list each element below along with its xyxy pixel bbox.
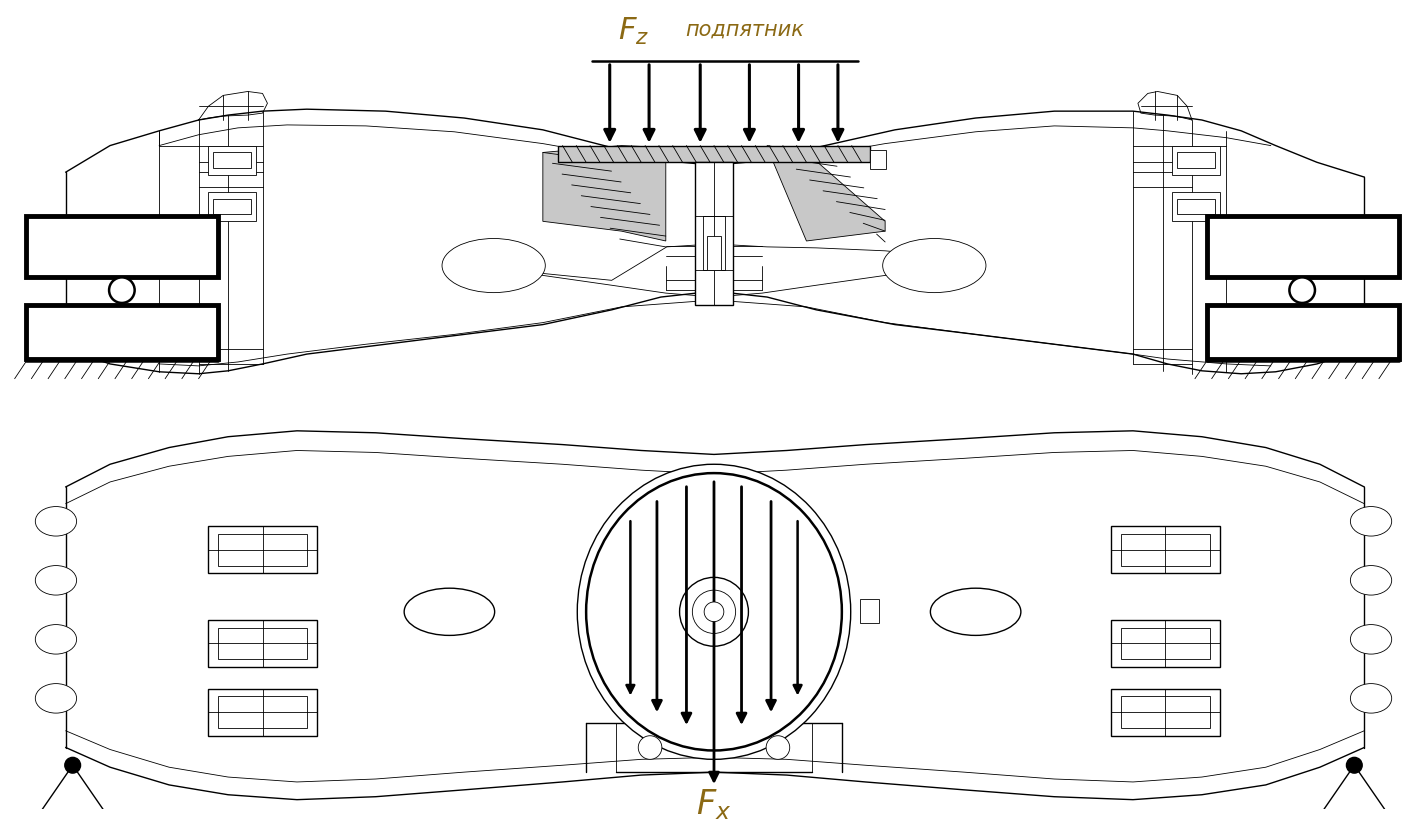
Bar bbox=[1112, 526, 1220, 574]
Bar bbox=[218, 627, 307, 659]
Bar bbox=[859, 599, 879, 623]
Ellipse shape bbox=[442, 239, 545, 293]
Circle shape bbox=[692, 590, 736, 634]
Bar bbox=[1177, 152, 1214, 168]
Ellipse shape bbox=[1350, 565, 1391, 595]
Circle shape bbox=[1347, 757, 1363, 773]
Circle shape bbox=[638, 736, 662, 760]
Bar bbox=[208, 620, 317, 667]
Circle shape bbox=[108, 277, 134, 303]
Ellipse shape bbox=[1350, 506, 1391, 536]
Bar bbox=[1207, 305, 1398, 359]
Ellipse shape bbox=[1350, 684, 1391, 713]
Bar bbox=[1122, 534, 1210, 565]
Bar bbox=[214, 152, 251, 168]
Bar bbox=[208, 192, 255, 221]
Ellipse shape bbox=[36, 506, 77, 536]
Circle shape bbox=[64, 757, 80, 773]
Bar bbox=[870, 150, 886, 170]
Bar bbox=[214, 198, 251, 215]
Circle shape bbox=[1290, 277, 1314, 303]
Bar bbox=[27, 305, 218, 359]
Bar bbox=[1173, 146, 1220, 175]
Ellipse shape bbox=[36, 625, 77, 654]
Bar bbox=[695, 162, 732, 305]
Text: $F_x$: $F_x$ bbox=[696, 788, 732, 822]
Bar bbox=[1112, 620, 1220, 667]
Bar bbox=[1122, 696, 1210, 728]
Ellipse shape bbox=[36, 684, 77, 713]
Bar bbox=[218, 696, 307, 728]
Bar bbox=[208, 526, 317, 574]
Bar bbox=[1173, 192, 1220, 221]
Text: подпятник: подпятник bbox=[685, 20, 803, 40]
Ellipse shape bbox=[1350, 625, 1391, 654]
Polygon shape bbox=[66, 109, 1364, 374]
Ellipse shape bbox=[578, 464, 850, 760]
Bar bbox=[27, 216, 218, 277]
Ellipse shape bbox=[586, 473, 842, 751]
Circle shape bbox=[679, 578, 748, 646]
Polygon shape bbox=[542, 146, 666, 241]
Ellipse shape bbox=[930, 588, 1020, 635]
Bar bbox=[1122, 627, 1210, 659]
Text: $F_z$: $F_z$ bbox=[618, 16, 649, 47]
Ellipse shape bbox=[36, 565, 77, 595]
Ellipse shape bbox=[404, 588, 495, 635]
Bar bbox=[208, 146, 255, 175]
Polygon shape bbox=[768, 146, 885, 241]
Circle shape bbox=[766, 736, 789, 760]
Bar bbox=[1207, 216, 1398, 277]
Circle shape bbox=[704, 602, 723, 621]
Bar bbox=[708, 236, 721, 271]
Bar bbox=[1177, 198, 1214, 215]
Bar bbox=[1112, 689, 1220, 736]
Bar bbox=[704, 216, 725, 271]
Polygon shape bbox=[66, 430, 1364, 800]
Ellipse shape bbox=[883, 239, 986, 293]
Bar bbox=[218, 534, 307, 565]
Bar bbox=[208, 689, 317, 736]
Bar bbox=[558, 146, 870, 162]
